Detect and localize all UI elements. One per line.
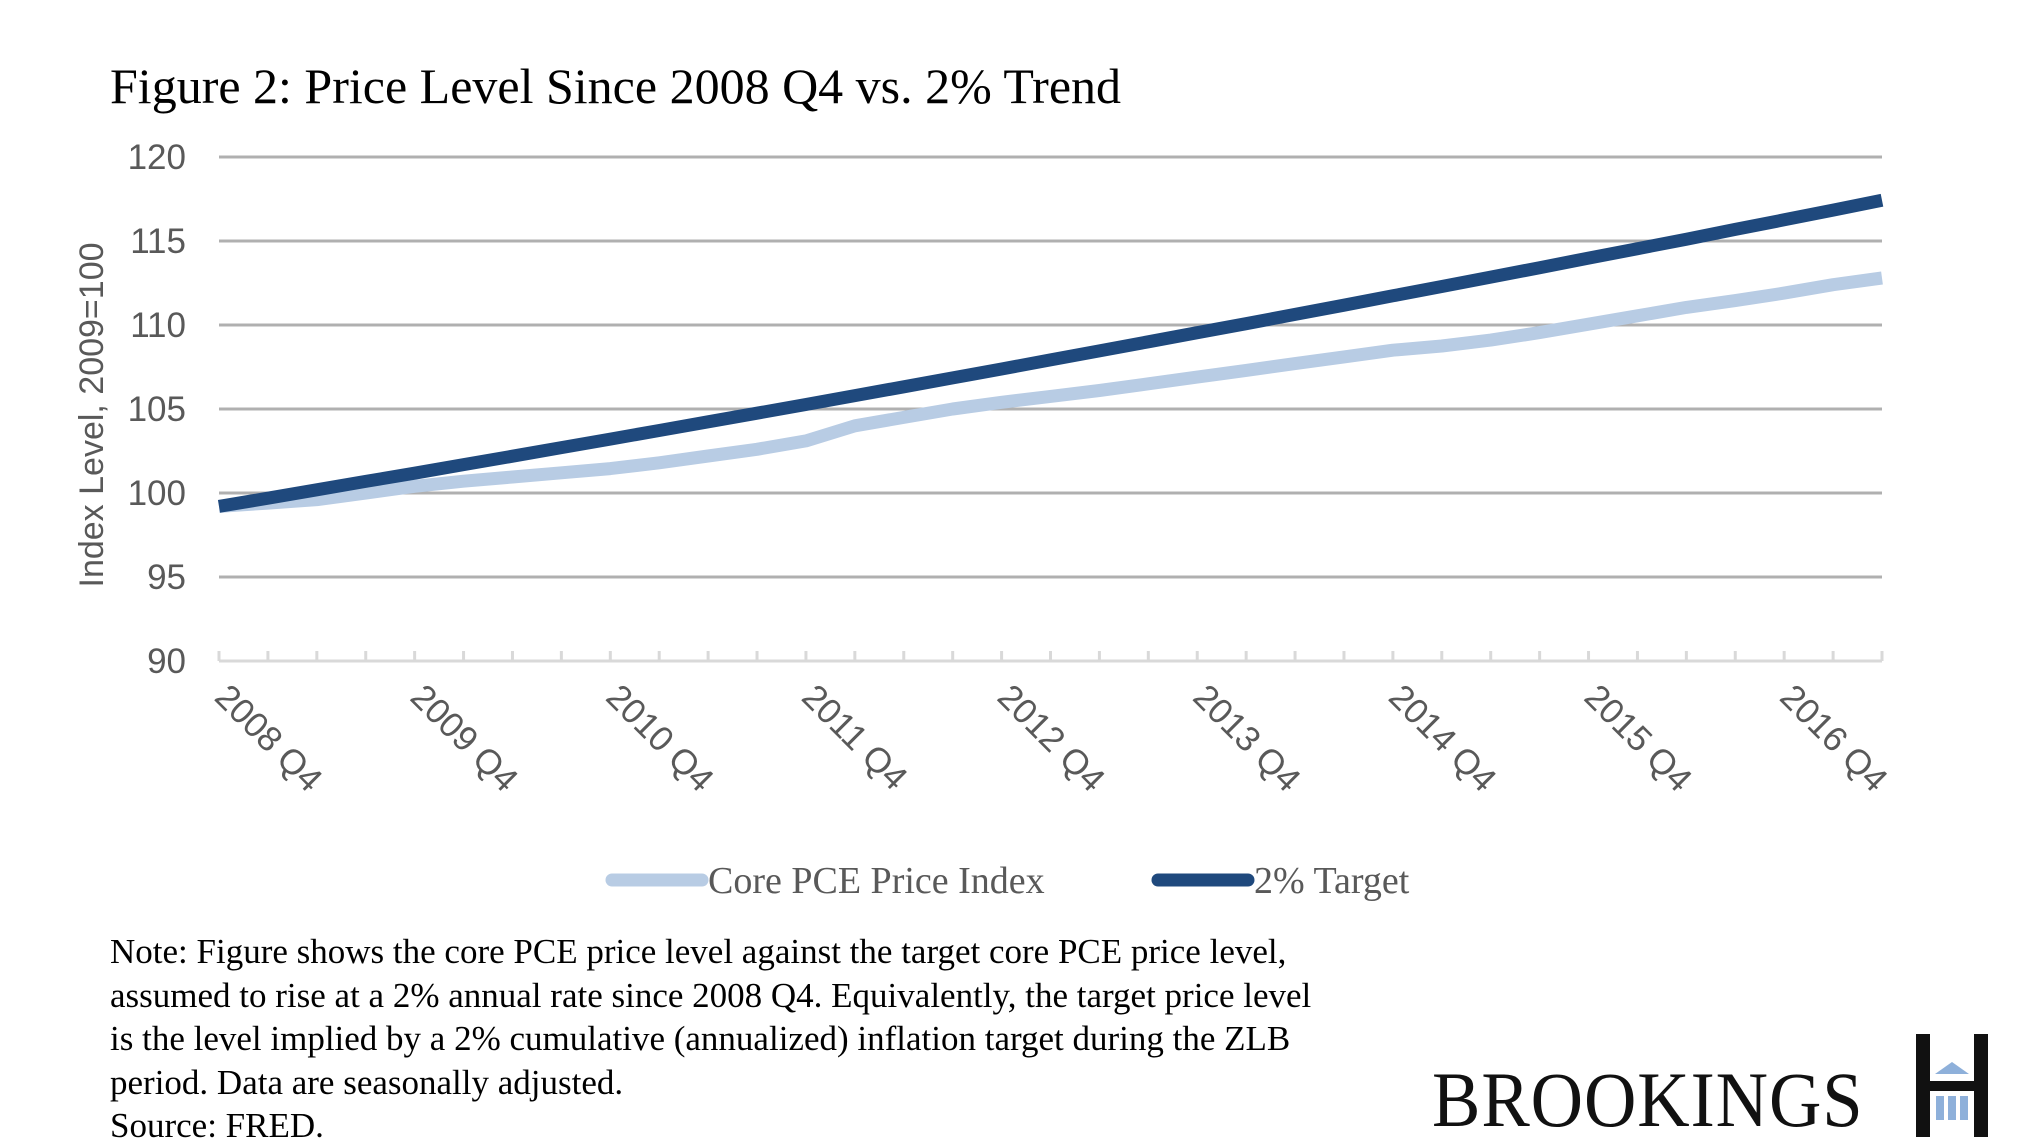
series-lines <box>217 193 1884 513</box>
figure-note: Note: Figure shows the core PCE price le… <box>110 930 1510 1148</box>
note-line: is the level implied by a 2% cumulative … <box>110 1019 1291 1058</box>
y-tick-label: 115 <box>130 222 186 261</box>
y-tick-label: 100 <box>128 474 186 513</box>
y-axis-label: Index Level, 2009=100 <box>73 242 111 587</box>
x-tick-label: 2010 Q4 <box>599 677 722 800</box>
x-tick-label: 2015 Q4 <box>1577 677 1700 800</box>
core-pce-line <box>218 271 1883 513</box>
note-line: Note: Figure shows the core PCE price le… <box>110 932 1287 971</box>
x-tick-label: 2012 Q4 <box>990 677 1113 800</box>
x-tick-label: 2016 Q4 <box>1773 677 1896 800</box>
y-axis-ticks: 90 95 100 105 110 115 120 <box>128 138 186 681</box>
x-axis: 2008 Q4 2009 Q4 2010 Q4 2011 Q4 2012 Q4 2013 … <box>207 651 1895 800</box>
brookings-logo: BROOKINGS <box>1432 1030 2012 1143</box>
y-tick-label: 120 <box>128 138 186 177</box>
legend-label-core-pce: Core PCE Price Index <box>708 860 1045 902</box>
x-tick-label: 2008 Q4 <box>207 677 330 800</box>
chart-title: Figure 2: Price Level Since 2008 Q4 vs. … <box>110 58 1121 114</box>
x-tick-label: 2011 Q4 <box>794 677 915 798</box>
chart: Figure 2: Price Level Since 2008 Q4 vs. … <box>73 58 1895 902</box>
x-tick-label: 2014 Q4 <box>1381 677 1504 800</box>
legend: Core PCE Price Index 2% Target <box>605 860 1410 902</box>
y-tick-label: 90 <box>147 642 186 681</box>
legend-label-target: 2% Target <box>1254 860 1410 902</box>
source-line: Source: FRED. <box>110 1106 324 1145</box>
y-tick-label: 105 <box>128 390 186 429</box>
target-line <box>217 193 1884 513</box>
brookings-wordmark: BROOKINGS <box>1432 1056 1864 1143</box>
gridlines <box>219 155 1882 579</box>
x-tick-label: 2009 Q4 <box>403 677 526 800</box>
x-tick-label: 2013 Q4 <box>1186 677 1309 800</box>
y-tick-label: 110 <box>130 306 186 345</box>
brookings-building-icon <box>1916 1034 1988 1137</box>
note-line: period. Data are seasonally adjusted. <box>110 1062 624 1102</box>
note-line: assumed to rise at a 2% annual rate sinc… <box>110 975 1312 1015</box>
y-tick-label: 95 <box>147 558 186 597</box>
